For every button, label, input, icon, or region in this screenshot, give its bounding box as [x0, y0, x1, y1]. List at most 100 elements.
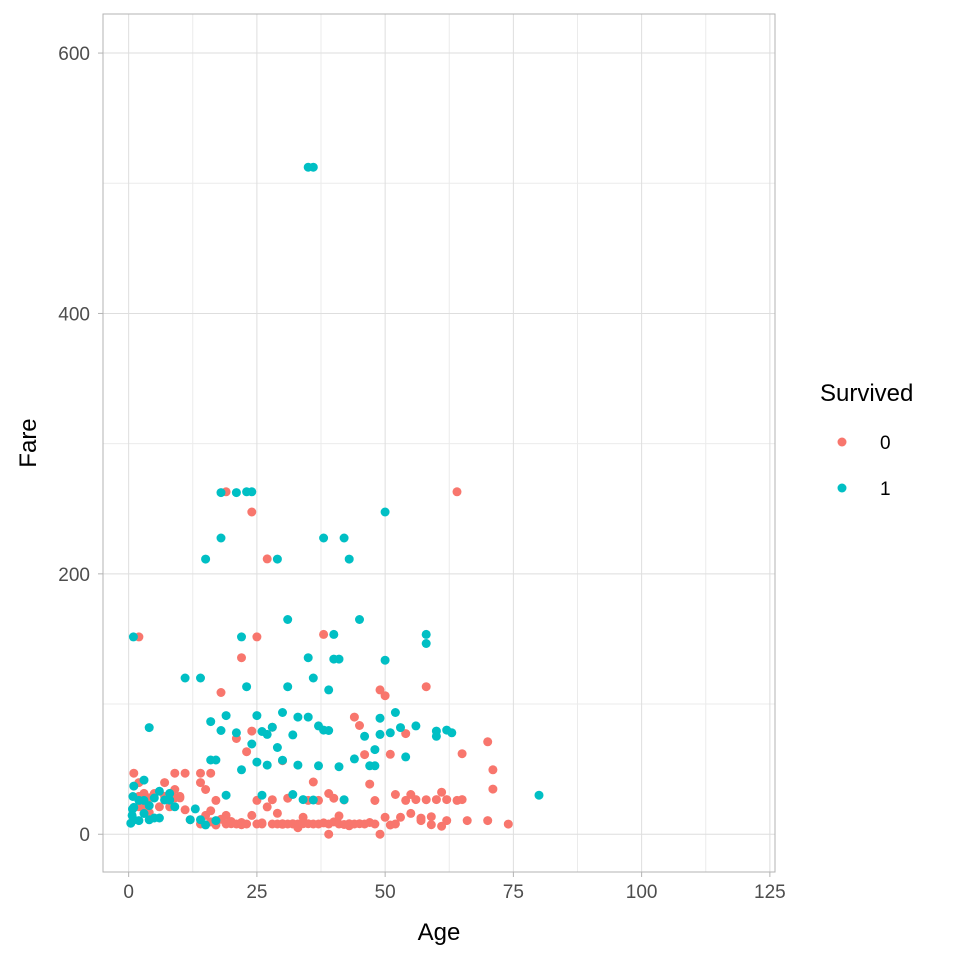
- data-point-survived-1: [129, 781, 139, 791]
- data-point-survived-1: [278, 708, 287, 717]
- data-point-survived-1: [165, 788, 175, 798]
- data-point-survived-0: [375, 829, 385, 839]
- data-point-survived-0: [380, 812, 390, 822]
- data-point-survived-1: [231, 488, 241, 498]
- data-point-survived-1: [201, 820, 211, 830]
- data-point-survived-0: [262, 802, 272, 812]
- data-point-survived-1: [329, 629, 339, 639]
- data-point-survived-1: [144, 723, 154, 733]
- data-point-survived-1: [170, 802, 180, 812]
- x-tick-label: 100: [626, 882, 658, 903]
- legend-title: Survived: [820, 380, 913, 407]
- data-point-survived-1: [314, 761, 323, 771]
- data-point-survived-1: [308, 673, 318, 683]
- data-point-survived-1: [431, 726, 441, 736]
- data-point-survived-1: [180, 673, 190, 683]
- data-point-survived-0: [247, 726, 257, 736]
- legend: Survived 0 1: [820, 380, 913, 500]
- x-tick-label: 125: [754, 882, 786, 903]
- data-point-survived-1: [283, 682, 293, 692]
- data-point-survived-1: [272, 554, 282, 564]
- data-point-survived-1: [421, 639, 431, 648]
- data-point-survived-0: [431, 795, 441, 805]
- data-point-survived-1: [355, 615, 364, 624]
- data-point-survived-1: [375, 713, 385, 723]
- y-tick-label: 200: [58, 565, 90, 586]
- data-point-survived-1: [211, 816, 221, 826]
- data-point-survived-1: [288, 790, 298, 799]
- data-point-survived-0: [216, 688, 226, 697]
- data-point-survived-1: [144, 801, 154, 811]
- data-point-survived-1: [139, 809, 149, 818]
- data-point-survived-1: [247, 739, 257, 749]
- y-tick-label: 600: [58, 44, 90, 65]
- data-point-survived-0: [390, 790, 400, 799]
- legend-label-1: 1: [880, 479, 891, 500]
- data-point-survived-0: [319, 629, 329, 639]
- data-point-survived-0: [452, 487, 462, 497]
- data-point-survived-1: [231, 728, 241, 738]
- axis-ticks: 0 25 50 75 100 125 0 200 400 600: [58, 44, 785, 903]
- data-point-survived-0: [175, 793, 185, 803]
- data-point-survived-0: [206, 806, 216, 816]
- data-point-survived-0: [298, 812, 308, 822]
- y-axis-title: Fare: [15, 418, 42, 467]
- data-point-survived-0: [401, 729, 411, 739]
- data-point-survived-0: [370, 796, 380, 805]
- data-point-survived-1: [216, 533, 226, 543]
- data-point-survived-0: [375, 685, 385, 695]
- data-point-survived-0: [396, 812, 405, 822]
- x-tick-label: 50: [375, 882, 396, 903]
- data-point-survived-0: [426, 812, 436, 822]
- data-point-survived-1: [324, 726, 334, 735]
- data-point-survived-0: [334, 811, 344, 821]
- data-point-survived-1: [267, 722, 277, 732]
- data-point-survived-1: [303, 653, 313, 663]
- data-point-survived-1: [308, 162, 318, 172]
- x-tick-label: 0: [123, 882, 134, 903]
- data-point-survived-1: [380, 655, 390, 665]
- data-point-survived-0: [421, 795, 431, 805]
- data-point-survived-0: [170, 768, 180, 778]
- data-points: [126, 162, 544, 839]
- x-axis-title: Age: [418, 919, 461, 946]
- data-point-survived-1: [324, 685, 334, 695]
- x-tick-label: 25: [246, 882, 267, 903]
- data-point-survived-1: [252, 711, 262, 721]
- data-point-survived-1: [370, 761, 380, 771]
- data-point-survived-0: [247, 810, 257, 820]
- data-point-survived-1: [129, 802, 139, 812]
- data-point-survived-1: [288, 730, 298, 740]
- data-point-survived-0: [437, 787, 447, 797]
- data-point-survived-1: [216, 726, 226, 735]
- data-point-survived-1: [360, 731, 370, 741]
- data-point-survived-1: [257, 790, 267, 800]
- data-point-survived-1: [237, 632, 246, 642]
- data-point-survived-1: [390, 708, 400, 717]
- data-point-survived-1: [401, 752, 411, 762]
- data-point-survived-0: [411, 795, 421, 805]
- data-point-survived-1: [247, 487, 257, 497]
- data-point-survived-1: [272, 743, 282, 752]
- data-point-survived-1: [339, 795, 349, 805]
- data-point-survived-1: [375, 729, 385, 739]
- plot-panel-background: [103, 14, 775, 872]
- data-point-survived-1: [211, 755, 221, 765]
- data-point-survived-1: [154, 813, 164, 823]
- data-point-survived-1: [349, 754, 359, 764]
- data-point-survived-1: [196, 673, 205, 683]
- data-point-survived-0: [129, 768, 139, 778]
- data-point-survived-0: [206, 768, 216, 778]
- data-point-survived-1: [385, 728, 395, 738]
- data-point-survived-0: [308, 777, 318, 787]
- data-point-survived-1: [262, 760, 272, 770]
- data-point-survived-0: [272, 808, 282, 818]
- data-point-survived-0: [180, 768, 190, 778]
- data-point-survived-0: [196, 768, 205, 778]
- data-point-survived-0: [421, 682, 431, 692]
- data-point-survived-0: [160, 778, 170, 788]
- data-point-survived-0: [349, 712, 359, 722]
- data-point-survived-0: [380, 691, 390, 701]
- data-point-survived-1: [534, 790, 544, 800]
